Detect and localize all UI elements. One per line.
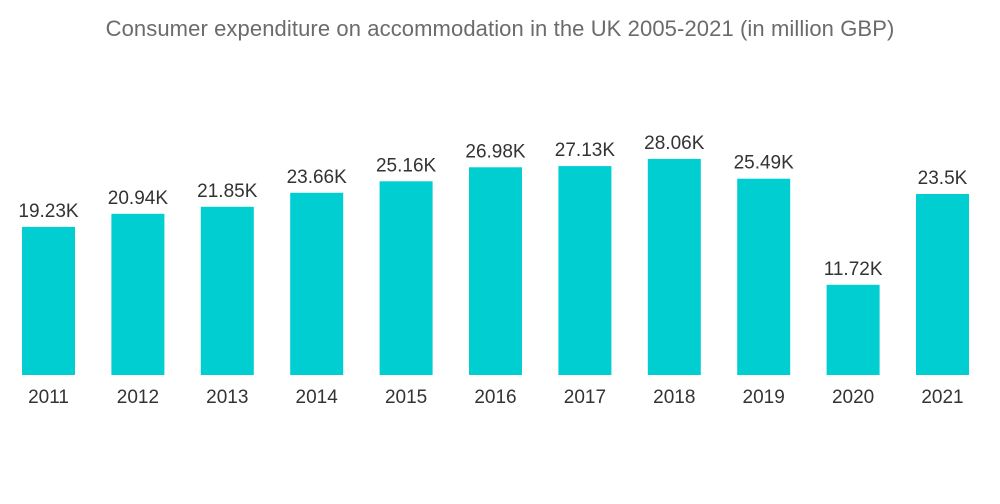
data-label-2018: 28.06K: [644, 133, 705, 154]
data-label-2019: 25.49K: [734, 153, 795, 174]
bar-2013: [200, 206, 254, 375]
x-tick-label-2018: 2018: [653, 387, 695, 408]
bar-2020: [826, 284, 880, 375]
x-tick-label-2017: 2017: [564, 387, 606, 408]
x-tick-label-2013: 2013: [206, 387, 248, 408]
x-tick-label-2015: 2015: [385, 387, 427, 408]
data-label-2014: 23.66K: [287, 167, 348, 188]
chart-title: Consumer expenditure on accommodation in…: [105, 16, 895, 41]
data-labels-group: 19.23K 20.94K 21.85K 23.66K 25.16K 26.98K 27.1…: [18, 133, 967, 280]
bar-2016: [469, 167, 522, 375]
x-tick-label-2011: 2011: [28, 387, 69, 408]
bar-2021: [916, 194, 969, 375]
x-tick-label-2019: 2019: [743, 387, 785, 408]
x-tick-label-2016: 2016: [474, 387, 516, 408]
bar-2014: [290, 192, 344, 375]
x-tick-label-2021: 2021: [921, 387, 963, 408]
bar-2019: [737, 178, 791, 375]
x-tick-label-2012: 2012: [117, 387, 159, 408]
x-tick-label-2014: 2014: [296, 387, 339, 408]
data-label-2020: 11.72K: [824, 259, 883, 280]
data-label-2021: 23.5K: [918, 168, 968, 189]
bar-2012: [111, 213, 165, 375]
bar-2018: [647, 158, 701, 375]
x-tick-label-2020: 2020: [832, 387, 874, 408]
bars-group: [22, 158, 969, 375]
data-label-2017: 27.13K: [555, 140, 616, 161]
bar-2017: [558, 166, 612, 375]
data-label-2016: 26.98K: [465, 141, 526, 162]
data-label-2012: 20.94K: [108, 188, 169, 209]
bar-2011: [22, 226, 75, 375]
data-label-2011: 19.23K: [18, 201, 79, 222]
bar-2015: [379, 181, 433, 375]
x-axis-tick-labels: 2011 2012 2013 2014 2015 2016 2017 2018 2019 2020…: [28, 387, 964, 408]
data-label-2015: 25.16K: [376, 155, 437, 176]
data-label-2013: 21.85K: [197, 181, 258, 202]
